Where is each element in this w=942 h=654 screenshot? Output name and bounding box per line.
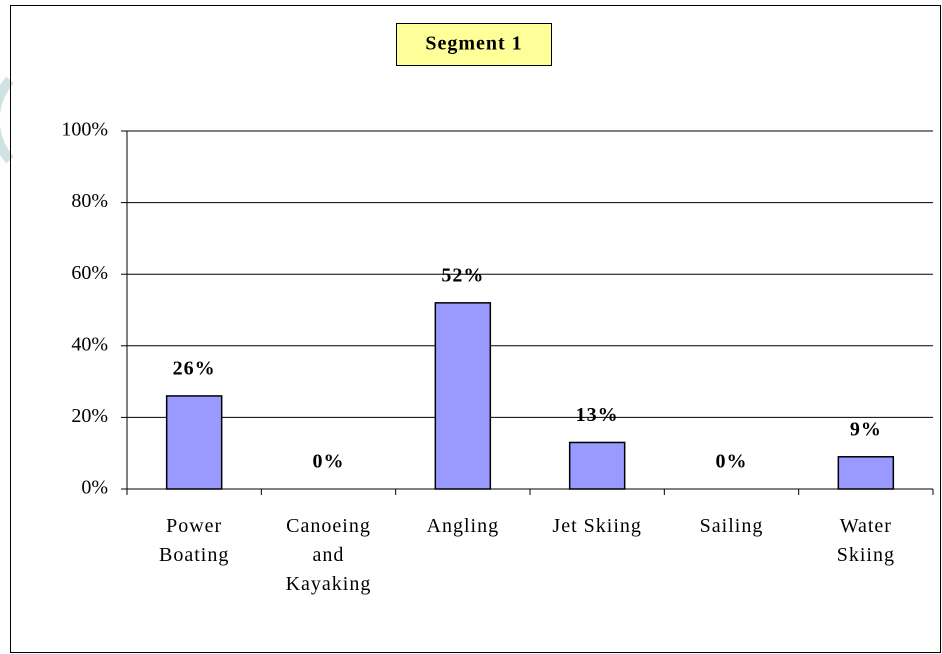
bar [837, 456, 895, 490]
data-label: 0% [313, 451, 345, 473]
y-tick-label: 20% [71, 405, 108, 427]
x-tick-label: Jet Skiing [552, 515, 642, 537]
data-label: 0% [716, 451, 748, 473]
x-tick-label: Sailing [699, 515, 764, 537]
bar [434, 302, 492, 490]
x-tick-label: Power Boating [158, 515, 230, 566]
x-tick-label: Canoeing and Kayaking [285, 515, 372, 595]
data-label: 52% [441, 264, 484, 286]
bar [568, 441, 626, 490]
bar [165, 395, 223, 490]
chart-frame [10, 5, 941, 653]
y-tick-label: 40% [71, 333, 108, 355]
y-tick-label: 60% [71, 262, 108, 284]
chart-title: Segment 1 [425, 33, 522, 55]
x-tick-label: Water Skiing [836, 515, 895, 566]
y-tick-label: 80% [71, 190, 108, 212]
y-tick-label: 0% [81, 477, 108, 499]
data-label: 26% [173, 358, 216, 380]
data-label: 9% [850, 418, 882, 440]
title-box [396, 23, 552, 66]
decoration [0, 76, 14, 164]
y-tick-label: 100% [61, 119, 108, 141]
data-label: 13% [576, 404, 619, 426]
x-tick-label: Angling [426, 515, 500, 537]
